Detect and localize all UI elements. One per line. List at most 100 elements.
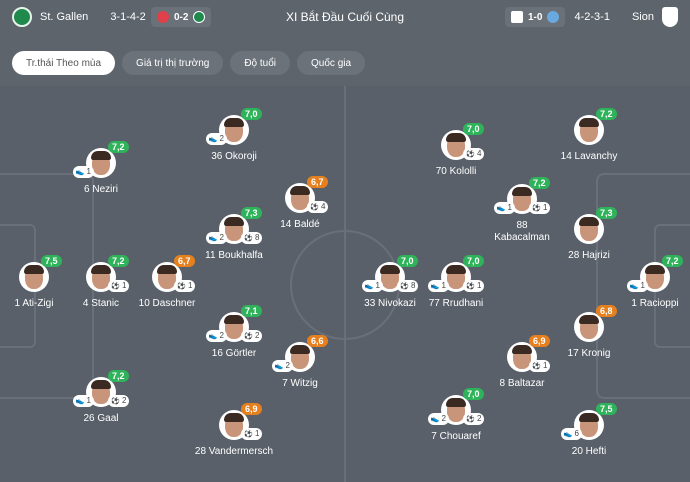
player-name-label[interactable]: 17 Kronig [539, 348, 639, 360]
player-name-label[interactable]: 36 Okoroji [184, 151, 284, 163]
player-avatar[interactable] [574, 115, 604, 145]
goals-count: 4 [318, 202, 326, 211]
player-name-label[interactable]: 11 Boukhalfa [184, 250, 284, 262]
player-name-label[interactable]: 16 Görtler [184, 348, 284, 360]
player-avatar[interactable] [152, 262, 182, 292]
assists-count: 2 [283, 361, 290, 370]
boot-icon: 👟 [430, 416, 440, 423]
player-name: Vandermersch [208, 446, 274, 457]
ball-icon: ⚽ [310, 204, 319, 211]
player-name-label[interactable]: 28 Hajrizi [539, 250, 639, 262]
player-number: 28 [194, 446, 207, 457]
player-card[interactable]: 6,6 👟 2 7 Witzig [250, 335, 350, 390]
player-card[interactable]: 7,2 ⚽ 1 4 Stanic [51, 255, 151, 310]
player-avatar[interactable] [219, 115, 249, 145]
player-card[interactable]: 7,0 👟 2 36 Okoroji [184, 108, 284, 163]
player-card[interactable]: 6,7 ⚽ 1 10 Daschner [117, 255, 217, 310]
player-name-label[interactable]: 70 Kololli [406, 166, 506, 178]
player-card[interactable]: 7,5 1 Ati-Zigi [0, 255, 84, 310]
assists-count: 1 [373, 281, 380, 290]
player-avatar[interactable] [441, 395, 471, 425]
boot-icon: 👟 [208, 235, 218, 242]
player-name-label[interactable]: 88 Kabacalman [472, 220, 572, 244]
player-card[interactable]: 7,0 ⚽ 4 70 Kololli [406, 123, 506, 178]
tab-season-form[interactable]: Tr.thái Theo mùa [12, 51, 116, 75]
player-avatar[interactable] [574, 312, 604, 342]
player-rating-badge: 7,2 [662, 255, 683, 267]
player-name-label[interactable]: 7 Chouaref [406, 431, 506, 443]
player-avatar[interactable] [574, 214, 604, 244]
player-avatar[interactable] [19, 262, 49, 292]
player-card[interactable]: 7,2 👟 1 ⚽ 1 88 Kabacalman [472, 177, 572, 244]
player-card[interactable]: 7,3 28 Hajrizi [539, 207, 639, 262]
player-card[interactable]: 6,8 17 Kronig [539, 305, 639, 360]
player-name-label[interactable]: 8 Baltazar [472, 378, 572, 390]
player-card[interactable]: 6,9 ⚽ 1 8 Baltazar [472, 335, 572, 390]
goals-badge: ⚽ 1 [174, 280, 196, 292]
player-name-label[interactable]: 1 Ati-Zigi [0, 298, 84, 310]
goals-badge: ⚽ 1 [529, 202, 551, 214]
tab-age[interactable]: Độ tuổi [230, 51, 291, 75]
goals-count: 4 [474, 149, 482, 158]
player-card[interactable]: 7,5 👟 6 20 Hefti [539, 403, 639, 458]
player-card[interactable]: 7,3 👟 2 ⚽ 8 11 Boukhalfa [184, 207, 284, 262]
player-card[interactable]: 7,2 14 Lavanchy [539, 108, 639, 163]
player-card[interactable]: 7,0 👟 1 ⚽ 1 77 Rrudhani [406, 255, 506, 310]
ball-icon: ⚽ [244, 235, 253, 242]
player-name-label[interactable]: 33 Nivokazi [340, 298, 440, 310]
ball-icon: ⚽ [466, 283, 475, 290]
player-card[interactable]: 7,2 👟 1 ⚽ 2 26 Gaal [51, 370, 151, 425]
player-name-label[interactable]: 7 Witzig [250, 378, 350, 390]
player-hair [224, 315, 244, 324]
player-avatar[interactable] [285, 183, 315, 213]
player-card[interactable]: 6,7 ⚽ 4 14 Baldé [250, 176, 350, 231]
player-avatar[interactable] [574, 410, 604, 440]
tab-country[interactable]: Quốc gia [297, 51, 366, 75]
player-number: 6 [84, 184, 90, 195]
lineup-title: XI Bắt Đầu Cuối Cùng [285, 10, 405, 24]
player-name-label[interactable]: 14 Lavanchy [539, 151, 639, 163]
home-last-score: 0-2 [174, 11, 189, 23]
player-name-label[interactable]: 26 Gaal [51, 413, 151, 425]
player-name-label[interactable]: 28 Vandermersch [184, 446, 284, 458]
player-hair [224, 413, 244, 422]
assists-badge: 👟 1 [72, 395, 94, 407]
player-card[interactable]: 7,2 👟 1 6 Neziri [51, 141, 151, 196]
player-hair [380, 265, 400, 274]
player-name: Gaal [97, 413, 119, 424]
player-name-label[interactable]: 77 Rrudhani [406, 298, 506, 310]
player-card[interactable]: 7,1 👟 2 ⚽ 2 16 Görtler [184, 305, 284, 360]
player-number: 14 [560, 151, 572, 162]
player-rating-badge: 7,3 [596, 207, 617, 219]
away-team-name[interactable]: Sion [631, 11, 654, 23]
goals-badge: ⚽ 1 [108, 280, 130, 292]
player-name-label[interactable]: 1 Racioppi [605, 298, 690, 310]
player-hair [290, 186, 310, 195]
player-avatar[interactable] [86, 148, 116, 178]
boot-icon: 👟 [496, 205, 506, 212]
assists-badge: 👟 2 [427, 413, 449, 425]
player-name: Nivokazi [378, 298, 416, 309]
st-gallen-mini-logo-icon [193, 11, 206, 23]
player-hair [24, 265, 44, 274]
player-card[interactable]: 7,0 👟 1 ⚽ 8 33 Nivokazi [340, 255, 440, 310]
player-name: Racioppi [639, 298, 679, 309]
player-hair [446, 133, 466, 142]
boot-icon: 👟 [75, 169, 85, 176]
tab-market-value[interactable]: Giá trị thị trường [122, 51, 224, 75]
player-rating-badge: 7,2 [108, 141, 129, 153]
player-hair [290, 345, 310, 354]
away-last-match[interactable]: 1-0 [505, 7, 566, 27]
home-team-name[interactable]: St. Gallen [40, 11, 89, 23]
player-hair [579, 315, 599, 324]
player-name-label[interactable]: 20 Hefti [539, 446, 639, 458]
player-name-label[interactable]: 6 Neziri [51, 184, 151, 196]
home-last-match[interactable]: 0-2 [151, 7, 212, 27]
player-name-label[interactable]: 4 Stanic [51, 298, 151, 310]
player-card[interactable]: 6,9 ⚽ 1 28 Vandermersch [184, 403, 284, 458]
player-name-label[interactable]: 10 Daschner [117, 298, 217, 310]
player-name-label[interactable]: 14 Baldé [250, 219, 350, 231]
